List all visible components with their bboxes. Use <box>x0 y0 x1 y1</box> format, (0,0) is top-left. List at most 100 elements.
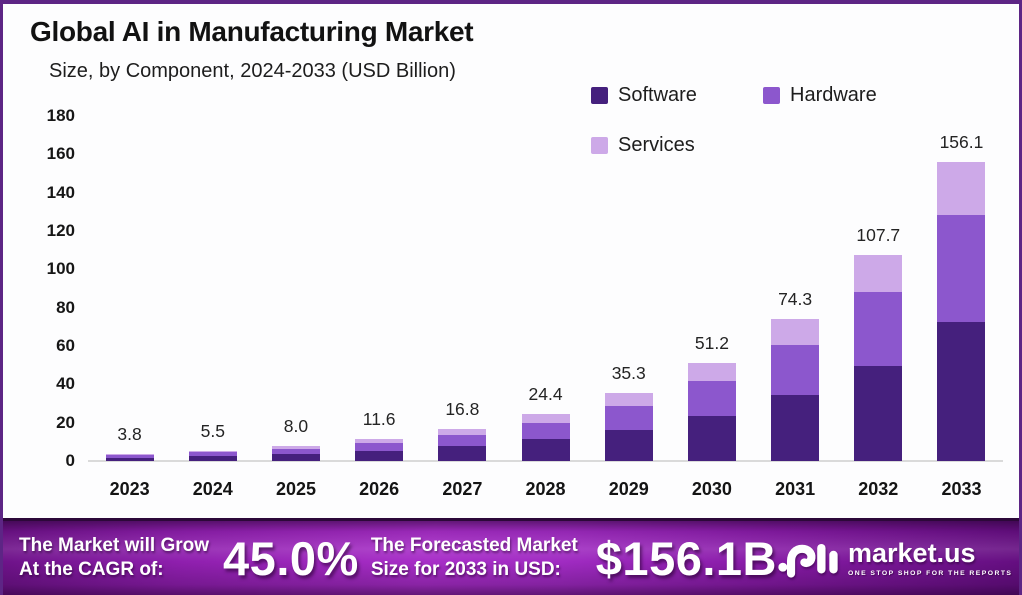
bar-segment-hardware <box>355 442 404 451</box>
forecast-caption: The Forecasted Market Size for 2033 in U… <box>371 534 578 583</box>
bar-segment-hardware <box>854 292 903 366</box>
y-axis-tick: 180 <box>46 106 75 125</box>
x-axis-label: 2025 <box>275 478 316 499</box>
bar-stack <box>604 393 653 461</box>
bar-stack <box>687 362 736 461</box>
x-axis-label: 2026 <box>359 478 400 499</box>
bar-segment-services <box>604 393 653 407</box>
x-axis-label: 2027 <box>442 478 483 499</box>
bar-segment-services <box>937 161 986 215</box>
legend-label: Services <box>618 134 695 156</box>
legend-label: Software <box>618 84 697 106</box>
y-axis-tick: 60 <box>56 336 75 355</box>
cagr-value: 45.0% <box>223 531 359 585</box>
bar-column: 8.0 <box>254 116 337 461</box>
x-axis-label: 2029 <box>608 478 649 499</box>
x-axis-baseline <box>88 460 1003 462</box>
bar-segment-hardware <box>687 380 736 416</box>
bar-total-label: 107.7 <box>856 224 901 245</box>
bar-segment-services <box>687 362 736 381</box>
bar-segment-services <box>854 254 903 293</box>
y-axis-tick: 0 <box>65 451 75 470</box>
bar-total-label: 5.5 <box>200 420 225 441</box>
bar-segment-software <box>105 457 154 461</box>
bar-column: 51.2 <box>670 116 753 461</box>
bar-column: 74.3 <box>754 116 837 461</box>
bar-column: 16.8 <box>421 116 504 461</box>
y-axis-tick: 20 <box>56 412 75 432</box>
bar-stack <box>188 450 237 461</box>
bar-segment-hardware <box>937 215 986 322</box>
legend-item-software: Software <box>591 84 763 107</box>
bar-total-label: 156.1 <box>939 131 984 152</box>
bar-column: 5.5 <box>171 116 254 461</box>
bar-segment-software <box>521 439 570 461</box>
x-axis-label: 2033 <box>941 478 982 499</box>
bar-segment-software <box>937 322 986 461</box>
bars-row: 3.8 5.5 8.0 11.6 16.8 24.4 35.3 51.2 74.3 107.7 15… <box>88 116 1003 461</box>
bar-segment-hardware <box>438 434 487 446</box>
forecast-value: $156.1B <box>595 531 777 585</box>
x-axis-label: 2030 <box>691 478 732 499</box>
bar-segment-software <box>604 429 653 461</box>
y-axis-tick: 140 <box>46 182 75 202</box>
bar-segment-software <box>687 416 736 461</box>
x-axis-label: 2023 <box>109 478 150 499</box>
page-subtitle: Size, by Component, 2024-2033 (USD Billi… <box>49 60 456 82</box>
stacked-bar-chart: 0 20 40 60 80 100 120 140 160 180 3.8 5.5 8.0 11.6 16… <box>3 4 1019 514</box>
bar-segment-services <box>271 445 320 449</box>
bar-segment-hardware <box>105 455 154 458</box>
legend-item-hardware: Hardware <box>763 84 951 107</box>
bar-column: 3.8 <box>88 116 171 461</box>
y-axis-tick: 40 <box>56 374 75 394</box>
bar-total-label: 24.4 <box>528 384 563 405</box>
bar-segment-software <box>271 453 320 461</box>
bar-segment-hardware <box>521 422 570 440</box>
bar-column: 24.4 <box>504 116 587 461</box>
cagr-caption: The Market will Grow At the CAGR of: <box>19 534 209 583</box>
y-axis-tick: 160 <box>46 144 75 164</box>
bar-stack <box>271 445 320 461</box>
bar-column: 107.7 <box>837 116 920 461</box>
bar-segment-software <box>188 456 237 461</box>
software-swatch-icon <box>591 87 608 104</box>
bar-segment-hardware <box>271 448 320 454</box>
bar-total-label: 35.3 <box>611 363 646 384</box>
market-us-logo-icon <box>777 536 839 580</box>
bar-segment-services <box>188 450 237 453</box>
bar-segment-services <box>105 453 154 455</box>
bar-stack <box>105 453 154 461</box>
brand-tagline: ONE STOP SHOP FOR THE REPORTS <box>848 569 1013 577</box>
y-axis-tick: 100 <box>46 259 75 279</box>
bar-stack <box>854 254 903 461</box>
services-swatch-icon <box>591 137 608 154</box>
bar-total-label: 8.0 <box>283 415 309 436</box>
brand-name: market.us <box>848 537 976 568</box>
legend-item-services: Services <box>591 134 763 157</box>
bar-segment-services <box>771 318 820 346</box>
bar-total-label: 74.3 <box>778 288 813 309</box>
x-axis-label: 2024 <box>192 478 233 499</box>
bar-segment-software <box>438 446 487 461</box>
bar-segment-services <box>355 438 404 443</box>
forecast-caption-line2: Size for 2033 in USD: <box>370 559 561 580</box>
bar-total-label: 51.2 <box>694 332 729 353</box>
bar-column: 156.1 <box>920 116 1003 461</box>
y-axis-tick: 120 <box>46 221 75 240</box>
bar-column: 11.6 <box>338 116 421 461</box>
forecast-caption-line1: The Forecasted Market <box>370 534 578 556</box>
x-axis-label: 2031 <box>775 478 816 499</box>
cagr-caption-line2: At the CAGR of: <box>19 559 164 580</box>
bar-segment-hardware <box>604 406 653 430</box>
x-axis-label: 2032 <box>858 478 899 499</box>
bar-stack <box>438 428 487 461</box>
y-axis-tick: 80 <box>56 297 75 317</box>
brand-logo: market.us ONE STOP SHOP FOR THE REPORTS <box>777 536 1012 580</box>
bar-stack <box>521 414 570 461</box>
x-axis-label: 2028 <box>525 478 566 499</box>
bar-segment-services <box>438 428 487 435</box>
bar-stack <box>937 161 986 461</box>
bar-stack <box>771 318 820 461</box>
bar-segment-hardware <box>188 452 237 456</box>
